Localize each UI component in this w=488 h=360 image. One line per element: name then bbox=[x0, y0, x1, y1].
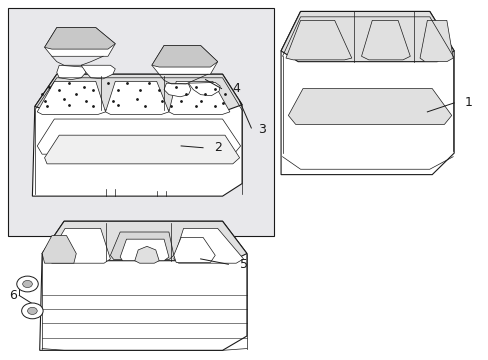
Polygon shape bbox=[288, 89, 451, 125]
Polygon shape bbox=[81, 65, 115, 79]
Circle shape bbox=[21, 303, 43, 319]
Polygon shape bbox=[40, 221, 246, 350]
Polygon shape bbox=[57, 65, 86, 80]
Polygon shape bbox=[37, 119, 240, 154]
Polygon shape bbox=[152, 45, 217, 74]
Polygon shape bbox=[42, 235, 76, 263]
Polygon shape bbox=[152, 45, 217, 67]
Polygon shape bbox=[135, 246, 159, 263]
Polygon shape bbox=[37, 81, 105, 114]
Polygon shape bbox=[281, 12, 453, 62]
Polygon shape bbox=[188, 82, 220, 96]
Polygon shape bbox=[168, 81, 229, 114]
Polygon shape bbox=[44, 135, 239, 164]
Polygon shape bbox=[44, 28, 115, 56]
Polygon shape bbox=[281, 12, 453, 175]
Circle shape bbox=[27, 307, 37, 314]
Text: 3: 3 bbox=[257, 123, 265, 136]
Bar bbox=[8, 8, 273, 235]
Text: 1: 1 bbox=[464, 96, 472, 109]
Polygon shape bbox=[35, 74, 242, 110]
Text: 4: 4 bbox=[232, 82, 240, 95]
Polygon shape bbox=[361, 21, 409, 60]
Polygon shape bbox=[173, 237, 215, 262]
Polygon shape bbox=[47, 228, 110, 263]
Polygon shape bbox=[120, 239, 168, 261]
Polygon shape bbox=[42, 221, 246, 261]
Text: 5: 5 bbox=[239, 258, 247, 271]
Polygon shape bbox=[285, 21, 351, 60]
Text: 2: 2 bbox=[214, 141, 222, 154]
Polygon shape bbox=[163, 83, 190, 97]
Polygon shape bbox=[44, 28, 115, 49]
Circle shape bbox=[17, 276, 38, 292]
Polygon shape bbox=[419, 21, 452, 62]
Circle shape bbox=[22, 280, 32, 288]
Polygon shape bbox=[110, 232, 173, 260]
Text: 6: 6 bbox=[9, 289, 17, 302]
Polygon shape bbox=[173, 228, 243, 263]
Polygon shape bbox=[32, 74, 242, 196]
Polygon shape bbox=[105, 81, 168, 114]
